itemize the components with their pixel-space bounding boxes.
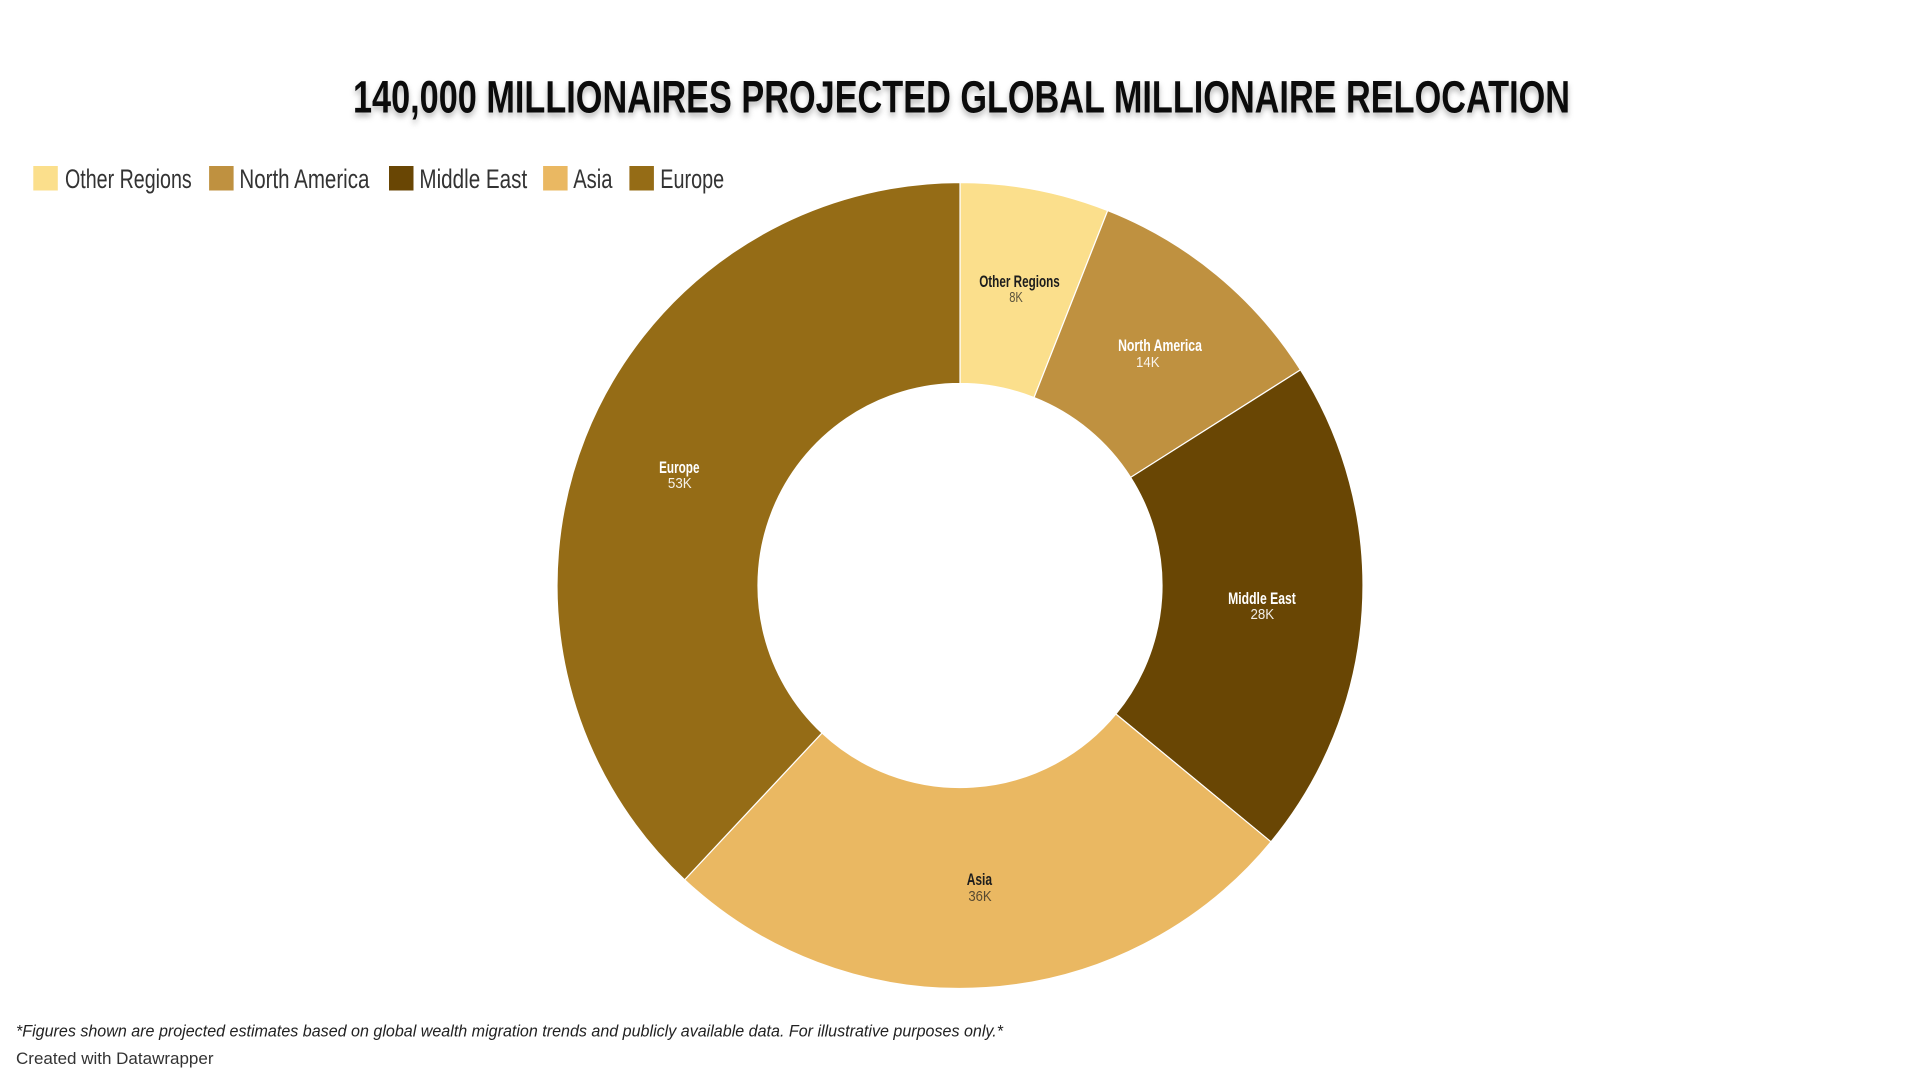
svg-text:140,000 MILLIONAIRES PROJECTED: 140,000 MILLIONAIRES PROJECTED GLOBAL MI… [353, 76, 1570, 127]
svg-text:Other Regions: Other Regions [979, 273, 1060, 291]
svg-text:*Figures shown are projected e: *Figures shown are projected estimates b… [16, 1022, 1004, 1041]
svg-text:53K: 53K [668, 475, 692, 492]
svg-text:Other Regions: Other Regions [65, 164, 192, 194]
svg-text:28K: 28K [1250, 606, 1274, 623]
svg-text:Europe: Europe [659, 459, 699, 477]
svg-text:Asia: Asia [573, 164, 612, 194]
svg-text:14K: 14K [1136, 354, 1160, 371]
svg-text:Middle East: Middle East [1228, 590, 1296, 608]
svg-text:North America: North America [239, 164, 369, 194]
svg-text:8K: 8K [1009, 289, 1023, 306]
svg-text:Middle East: Middle East [419, 164, 527, 194]
svg-text:Asia: Asia [967, 871, 993, 889]
svg-text:Europe: Europe [660, 164, 724, 194]
svg-text:36K: 36K [968, 888, 991, 905]
svg-text:140,000 MILLIONAIRES PROJECTED: 140,000 MILLIONAIRES PROJECTED GLOBAL MI… [353, 72, 1570, 123]
svg-text:Created with Datawrapper: Created with Datawrapper [16, 1049, 214, 1068]
svg-text:North America: North America [1118, 337, 1202, 355]
